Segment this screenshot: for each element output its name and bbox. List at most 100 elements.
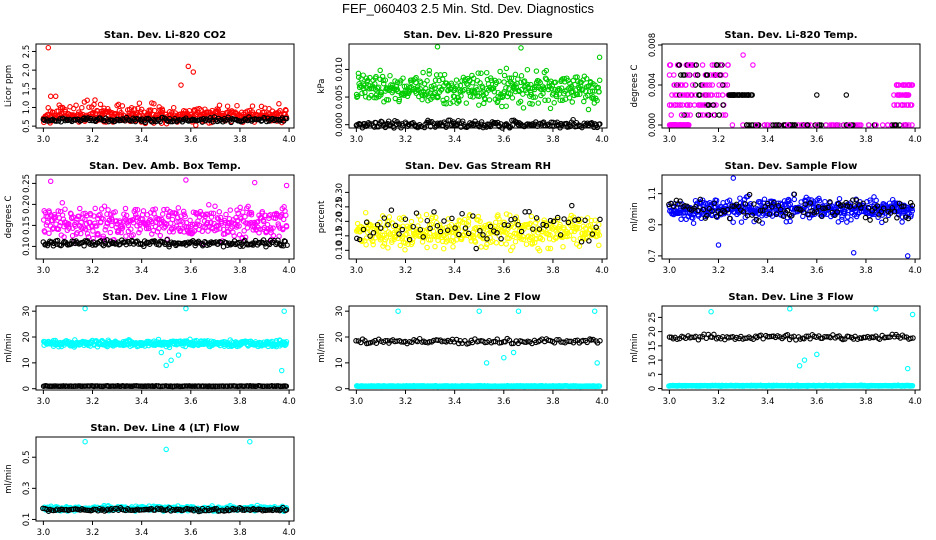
x-tick-label: 4.0 [595, 266, 609, 276]
data-point [101, 203, 108, 209]
data-point [746, 122, 752, 128]
x-tick-label: 4.0 [282, 135, 296, 145]
y-tick-label: 0.20 [22, 195, 32, 214]
x-tick-label: 3.4 [448, 266, 462, 276]
data-point [82, 305, 88, 312]
data-point [159, 211, 166, 217]
data-point [367, 74, 373, 81]
data-point [183, 177, 189, 183]
data-point [818, 122, 824, 128]
data-point [679, 122, 685, 128]
data-point [496, 78, 502, 84]
data-point [705, 102, 712, 108]
data-point [283, 115, 290, 122]
data-point [684, 112, 691, 118]
data-point [373, 94, 380, 101]
y-tick-label: 0.25 [22, 174, 32, 193]
data-point [668, 112, 674, 118]
data-point [596, 242, 602, 249]
data-point [137, 226, 143, 233]
data-point [281, 308, 287, 314]
y-tick-label: 0.000 [648, 113, 658, 137]
data-point [692, 82, 699, 88]
data-point [812, 122, 819, 128]
data-point [535, 100, 542, 106]
x-tick-label: 3.0 [350, 397, 364, 407]
data-point [678, 216, 684, 223]
data-point [899, 102, 905, 108]
data-point [140, 208, 147, 214]
data-point [198, 107, 204, 113]
data-point [681, 112, 687, 118]
data-point [907, 102, 914, 108]
data-point [867, 217, 873, 223]
data-point [396, 96, 403, 103]
data-point [496, 123, 502, 130]
data-point [483, 360, 490, 366]
data-point [101, 105, 107, 112]
data-point [434, 44, 441, 50]
data-point [566, 95, 573, 101]
data-point [748, 92, 755, 98]
data-point [393, 121, 400, 128]
x-tick-label: 3.8 [233, 266, 247, 276]
data-point [360, 72, 366, 78]
data-point [545, 86, 552, 93]
data-point [374, 85, 381, 91]
data-point [423, 211, 430, 218]
data-point [476, 308, 482, 314]
data-point [131, 106, 138, 112]
data-point [896, 82, 902, 88]
data-point [687, 112, 693, 118]
data-point [729, 122, 736, 128]
data-point [738, 219, 745, 225]
data-point [128, 226, 134, 232]
panel-title: Stan. Dev. Gas Stream RH [405, 161, 551, 172]
data-point [78, 230, 84, 237]
data-point [872, 122, 879, 128]
y-tick-label: 0.9 [648, 218, 658, 232]
data-point [73, 102, 79, 109]
data-point [459, 210, 465, 217]
data-point [432, 77, 439, 84]
x-tick-label: 3.4 [761, 266, 775, 276]
data-point [905, 102, 911, 108]
data-point [501, 354, 507, 361]
data-point [720, 102, 726, 108]
data-point [843, 122, 850, 128]
data-point [123, 212, 130, 219]
data-point [45, 44, 52, 51]
data-point [175, 205, 182, 211]
data-point [690, 220, 697, 226]
data-point [77, 205, 83, 212]
data-point [456, 98, 462, 105]
panel-3: Stan. Dev. Li-820 Temp.3.0 3.2 3.4 3.6 3.8 4.… [630, 30, 922, 145]
data-point [894, 92, 901, 98]
panel-title: Stan. Dev. Li-820 Pressure [403, 30, 553, 41]
data-point [542, 75, 549, 81]
data-point [499, 103, 505, 110]
data-point [800, 213, 806, 220]
data-point [710, 72, 717, 78]
data-point [170, 104, 177, 111]
data-point [212, 203, 218, 210]
data-point [91, 213, 97, 219]
data-point [829, 122, 835, 128]
figure-title: FEF_060403 2.5 Min. Std. Dev. Diagnostic… [342, 1, 594, 16]
data-point [128, 105, 135, 111]
data-point [533, 83, 539, 89]
data-point [214, 106, 220, 112]
data-point [283, 182, 290, 189]
x-tick-label: 3.2 [399, 266, 413, 276]
x-tick-label: 3.4 [135, 397, 149, 407]
y-tick-label: 0.004 [648, 73, 658, 97]
data-point [785, 122, 791, 128]
x-tick-label: 3.6 [497, 266, 511, 276]
data-point [426, 71, 432, 77]
data-point [740, 52, 746, 58]
data-point [679, 102, 686, 108]
data-point [362, 209, 369, 216]
data-point [844, 219, 850, 225]
data-point [669, 92, 675, 98]
data-point [594, 360, 600, 366]
